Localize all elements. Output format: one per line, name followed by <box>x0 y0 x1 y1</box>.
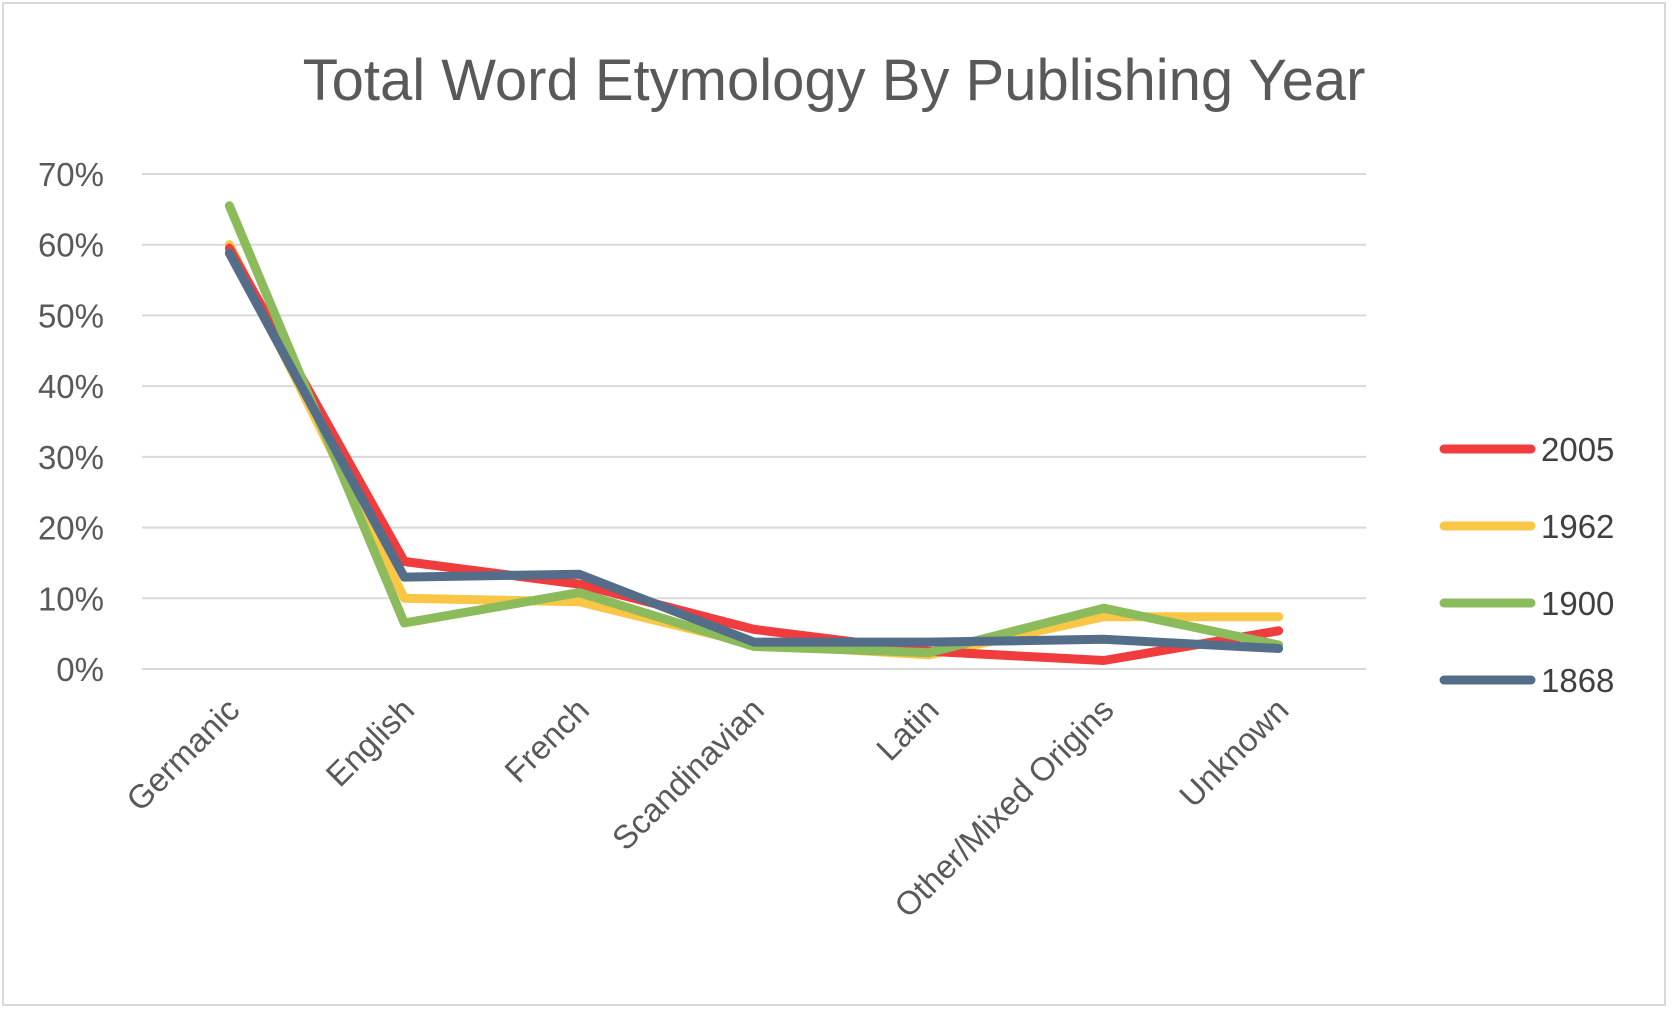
y-tick-label: 40% <box>38 368 104 405</box>
y-tick-label: 60% <box>38 227 104 264</box>
legend-label-2005: 2005 <box>1541 431 1614 468</box>
y-tick-label: 20% <box>38 510 104 547</box>
y-tick-label: 50% <box>38 297 104 334</box>
legend-label-1962: 1962 <box>1541 508 1614 545</box>
series-line-1868 <box>224 248 1284 653</box>
x-tick-label: Unknown <box>1172 691 1295 814</box>
legend-label-1900: 1900 <box>1541 585 1614 622</box>
x-tick-label: Scandinavian <box>605 691 771 857</box>
y-tick-label: 0% <box>56 651 104 688</box>
y-tick-label: 10% <box>38 580 104 617</box>
x-tick-label: Germanic <box>119 691 246 818</box>
y-axis-tick-labels: 0% 10% 20% 30% 40% 50% 60% 70% <box>38 156 104 688</box>
line-chart: Total Word Etymology By Publishing Year … <box>38 48 1614 925</box>
x-tick-label: French <box>497 691 596 790</box>
legend: 2005 1962 1900 1868 <box>1439 431 1614 699</box>
series-line-2005 <box>224 243 1284 665</box>
y-tick-label: 70% <box>38 156 104 193</box>
x-axis-tick-labels: Germanic English French Scandinavian LatinOt… <box>119 691 1295 925</box>
x-tick-label: English <box>319 691 422 794</box>
x-tick-label: Latin <box>869 691 946 768</box>
series-line-1962 <box>224 240 1284 660</box>
legend-label-1868: 1868 <box>1541 662 1614 699</box>
series-lines <box>224 201 1284 665</box>
chart-title: Total Word Etymology By Publishing Year <box>303 48 1366 113</box>
y-tick-label: 30% <box>38 439 104 476</box>
series-line-1900 <box>224 201 1284 658</box>
